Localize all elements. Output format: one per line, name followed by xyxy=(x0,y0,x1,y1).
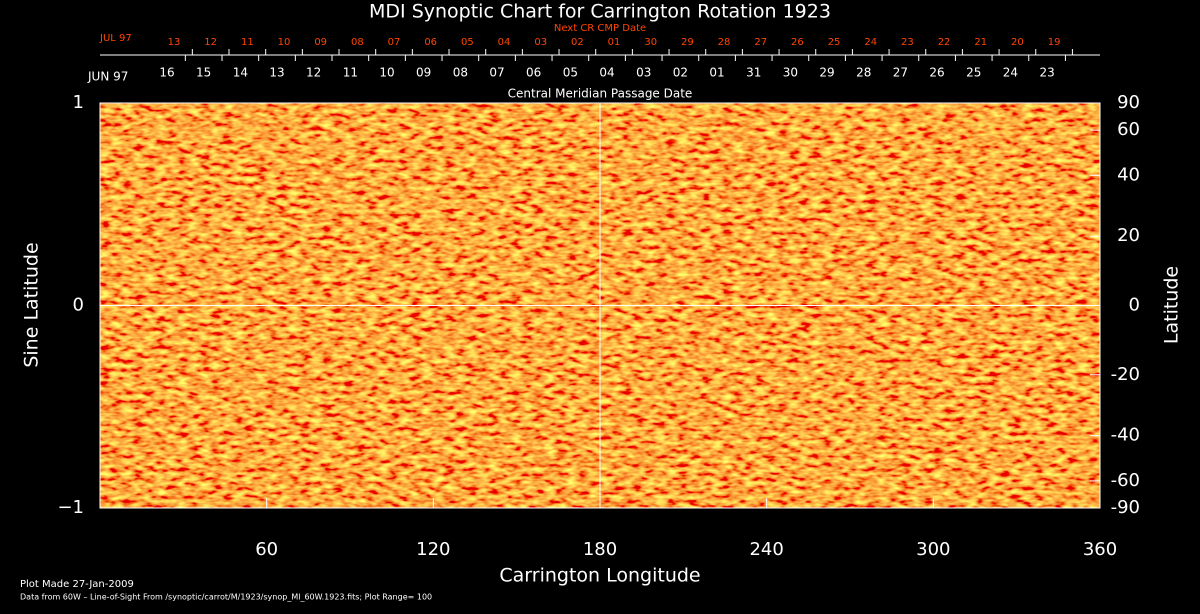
y2-tick-label: 20 xyxy=(1117,225,1140,246)
date-tick-label: 21 xyxy=(974,37,987,48)
date-axis-start: JUL 97 xyxy=(99,33,132,44)
date-tick-label: 24 xyxy=(864,37,877,48)
date-tick-label: 22 xyxy=(938,37,951,48)
date-tick-label: 26 xyxy=(929,66,944,80)
date-tick-label: 07 xyxy=(489,66,504,80)
date-tick-label: 23 xyxy=(901,37,914,48)
date-tick-label: 12 xyxy=(306,66,321,80)
chart-title: MDI Synoptic Chart for Carrington Rotati… xyxy=(369,1,831,23)
date-tick-label: 01 xyxy=(709,66,724,80)
date-tick-label: 20 xyxy=(1011,37,1024,48)
date-tick-label: 10 xyxy=(379,66,394,80)
x-axis-label: Carrington Longitude xyxy=(499,565,700,587)
y2-tick-label: 90 xyxy=(1117,92,1140,113)
date-tick-label: 08 xyxy=(453,66,468,80)
date-tick-label: 01 xyxy=(608,37,621,48)
date-tick-label: 13 xyxy=(168,37,181,48)
date-tick-label: 25 xyxy=(966,66,981,80)
x-tick-label: 120 xyxy=(416,539,450,560)
x-tick-label: 240 xyxy=(749,539,783,560)
date-tick-label: 02 xyxy=(673,66,688,80)
footnote: Data from 60W – Line-of-Sight From /syno… xyxy=(20,593,432,602)
date-axis-title: Next CR CMP Date xyxy=(554,23,646,34)
date-tick-label: 10 xyxy=(278,37,291,48)
date-tick-label: 14 xyxy=(233,66,248,80)
date-tick-label: 12 xyxy=(204,37,217,48)
date-axis-title: Central Meridian Passage Date xyxy=(508,87,693,101)
date-tick-label: 23 xyxy=(1039,66,1054,80)
date-tick-label: 16 xyxy=(159,66,174,80)
y-tick-label: −1 xyxy=(57,497,84,518)
date-tick-label: 02 xyxy=(571,37,584,48)
date-tick-label: 28 xyxy=(718,37,731,48)
date-tick-label: 05 xyxy=(563,66,578,80)
date-tick-label: 06 xyxy=(424,37,437,48)
date-tick-label: 04 xyxy=(498,37,511,48)
y2-tick-label: -40 xyxy=(1111,425,1140,446)
y2-axis-label: Latitude xyxy=(1161,266,1183,344)
y-axis-label: Sine Latitude xyxy=(21,242,43,367)
date-tick-label: 30 xyxy=(783,66,798,80)
date-tick-label: 30 xyxy=(644,37,657,48)
date-tick-label: 29 xyxy=(681,37,694,48)
date-axis-start: JUN 97 xyxy=(87,70,128,84)
date-tick-label: 26 xyxy=(791,37,804,48)
date-tick-label: 31 xyxy=(746,66,761,80)
date-tick-label: 03 xyxy=(636,66,651,80)
y-tick-label: 1 xyxy=(73,92,84,113)
date-tick-label: 25 xyxy=(828,37,841,48)
date-tick-label: 27 xyxy=(893,66,908,80)
date-tick-label: 27 xyxy=(754,37,767,48)
date-tick-label: 09 xyxy=(314,37,327,48)
y-tick-label: 0 xyxy=(73,295,84,316)
date-tick-label: 04 xyxy=(599,66,614,80)
y2-tick-label: 60 xyxy=(1117,119,1140,140)
date-tick-label: 09 xyxy=(416,66,431,80)
x-tick-label: 360 xyxy=(1083,539,1117,560)
x-tick-label: 180 xyxy=(583,539,617,560)
date-tick-label: 03 xyxy=(534,37,547,48)
date-tick-label: 28 xyxy=(856,66,871,80)
x-tick-label: 60 xyxy=(255,539,278,560)
y2-tick-label: -60 xyxy=(1111,470,1140,491)
date-tick-label: 06 xyxy=(526,66,541,80)
date-tick-label: 13 xyxy=(269,66,284,80)
date-tick-label: 24 xyxy=(1003,66,1018,80)
date-tick-label: 29 xyxy=(819,66,834,80)
y2-tick-label: -90 xyxy=(1111,497,1140,518)
date-tick-label: 05 xyxy=(461,37,474,48)
date-tick-label: 11 xyxy=(241,37,254,48)
date-tick-label: 08 xyxy=(351,37,364,48)
y2-tick-label: 40 xyxy=(1117,164,1140,185)
date-tick-label: 07 xyxy=(388,37,401,48)
date-tick-label: 19 xyxy=(1048,37,1061,48)
footnote: Plot Made 27-Jan-2009 xyxy=(20,579,134,590)
date-tick-label: 15 xyxy=(196,66,211,80)
x-tick-label: 300 xyxy=(916,539,950,560)
y2-tick-label: 0 xyxy=(1129,295,1140,316)
y2-tick-label: -20 xyxy=(1111,364,1140,385)
date-tick-label: 11 xyxy=(343,66,358,80)
